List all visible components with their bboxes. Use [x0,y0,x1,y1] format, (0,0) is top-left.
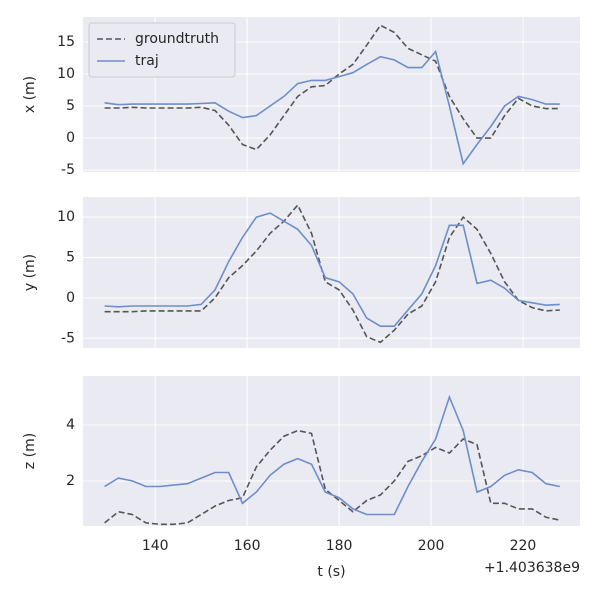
legend-label: traj [135,53,159,69]
y-tick-label: 4 [66,417,75,433]
x-tick-label: 180 [326,538,353,554]
x-tick-label: 200 [418,538,445,554]
y-axis-label: y (m) [22,254,38,291]
plot-background [83,197,580,348]
y-tick-label: 10 [57,209,75,225]
x-tick-label: 220 [510,538,537,554]
x-axis-label: t (s) [317,564,345,580]
y-tick-label: 10 [57,66,75,82]
y-tick-label: -5 [61,330,75,346]
y-tick-label: 5 [66,250,75,266]
series-line [104,429,560,526]
x-offset-label: +1.403638e9 [484,560,580,576]
x-tick-label: 160 [234,538,261,554]
y-tick-label: 5 [66,98,75,114]
series-line [104,24,560,151]
series-line [104,49,560,166]
y-tick-label: 2 [66,473,75,489]
series-line [104,394,560,516]
series-line [104,212,560,327]
y-tick-label: 15 [57,34,75,50]
y-axis-label: z (m) [22,433,38,469]
legend-box [88,22,236,78]
legend-label: groundtruth [135,31,219,47]
y-tick-label: 0 [66,290,75,306]
y-tick-label: 0 [66,130,75,146]
plot-background [83,376,580,526]
series-line [104,203,560,344]
x-tick-label: 140 [142,538,169,554]
y-tick-label: -5 [61,162,75,178]
y-axis-label: x (m) [22,76,38,113]
